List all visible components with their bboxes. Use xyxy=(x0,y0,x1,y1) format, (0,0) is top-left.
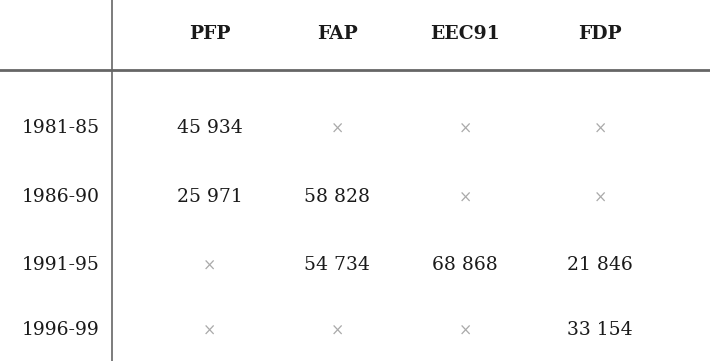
Text: 1996-99: 1996-99 xyxy=(21,321,99,339)
Text: 25 971: 25 971 xyxy=(177,188,242,206)
Text: 33 154: 33 154 xyxy=(567,321,633,339)
Text: ×: × xyxy=(459,188,471,205)
Text: ×: × xyxy=(459,119,471,137)
Text: 1986-90: 1986-90 xyxy=(21,188,99,206)
Text: 45 934: 45 934 xyxy=(177,119,242,137)
Text: PFP: PFP xyxy=(189,25,230,43)
Text: FAP: FAP xyxy=(317,25,358,43)
Text: ×: × xyxy=(203,322,216,339)
Text: 54 734: 54 734 xyxy=(305,256,370,274)
Text: 1981-85: 1981-85 xyxy=(21,119,99,137)
Text: ×: × xyxy=(331,322,344,339)
Text: FDP: FDP xyxy=(578,25,622,43)
Text: 58 828: 58 828 xyxy=(305,188,370,206)
Text: EEC91: EEC91 xyxy=(430,25,500,43)
Text: ×: × xyxy=(594,119,606,137)
Text: ×: × xyxy=(594,188,606,205)
Text: 21 846: 21 846 xyxy=(567,256,633,274)
Text: ×: × xyxy=(331,119,344,137)
Text: ×: × xyxy=(459,322,471,339)
Text: 68 868: 68 868 xyxy=(432,256,498,274)
Text: ×: × xyxy=(203,257,216,274)
Text: 1991-95: 1991-95 xyxy=(21,256,99,274)
